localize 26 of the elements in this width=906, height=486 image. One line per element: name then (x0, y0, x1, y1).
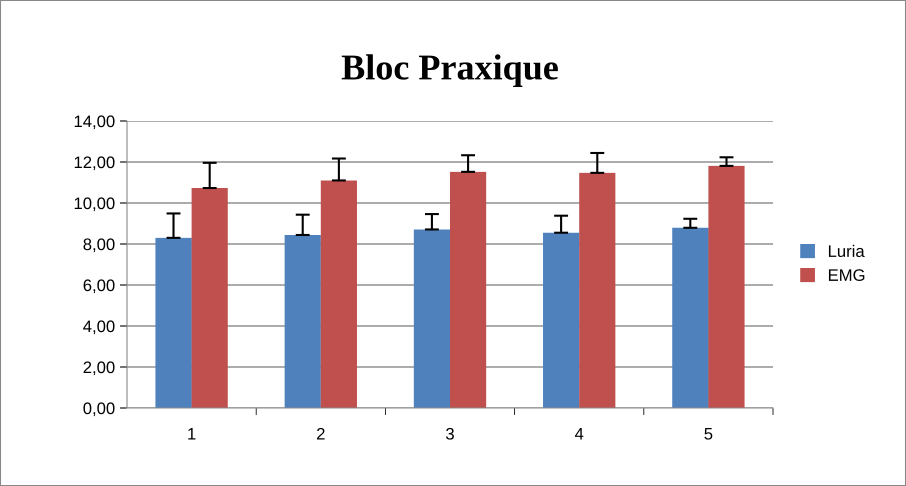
y-tick-label: 8,00 (83, 238, 115, 252)
y-tick-label: 0,00 (83, 402, 115, 416)
bar (450, 172, 486, 408)
bar (708, 166, 745, 408)
legend-label: Luria (828, 244, 865, 258)
bar (579, 172, 616, 408)
bar (284, 234, 321, 408)
bar (672, 228, 708, 408)
y-tick-label: 4,00 (83, 320, 115, 334)
y-tick-label: 6,00 (84, 279, 115, 294)
x-tick-label: 1 (188, 428, 196, 440)
legend-label: EMG (828, 269, 864, 281)
x-tick-label: 3 (446, 428, 454, 440)
bar (543, 232, 580, 408)
chart-title: Bloc Praxique (342, 54, 558, 88)
bar (414, 229, 450, 408)
y-tick-label: 2,00 (84, 361, 115, 376)
bar (155, 238, 192, 408)
x-tick-label: 4 (574, 428, 584, 440)
y-tick-label: 10,00 (74, 197, 115, 212)
bar (192, 188, 228, 408)
bar (320, 180, 357, 408)
y-tick-label: 12,00 (74, 156, 115, 170)
x-tick-label: 2 (317, 428, 325, 440)
y-tick-label: 14,00 (74, 115, 115, 130)
x-tick-label: 5 (704, 428, 712, 440)
